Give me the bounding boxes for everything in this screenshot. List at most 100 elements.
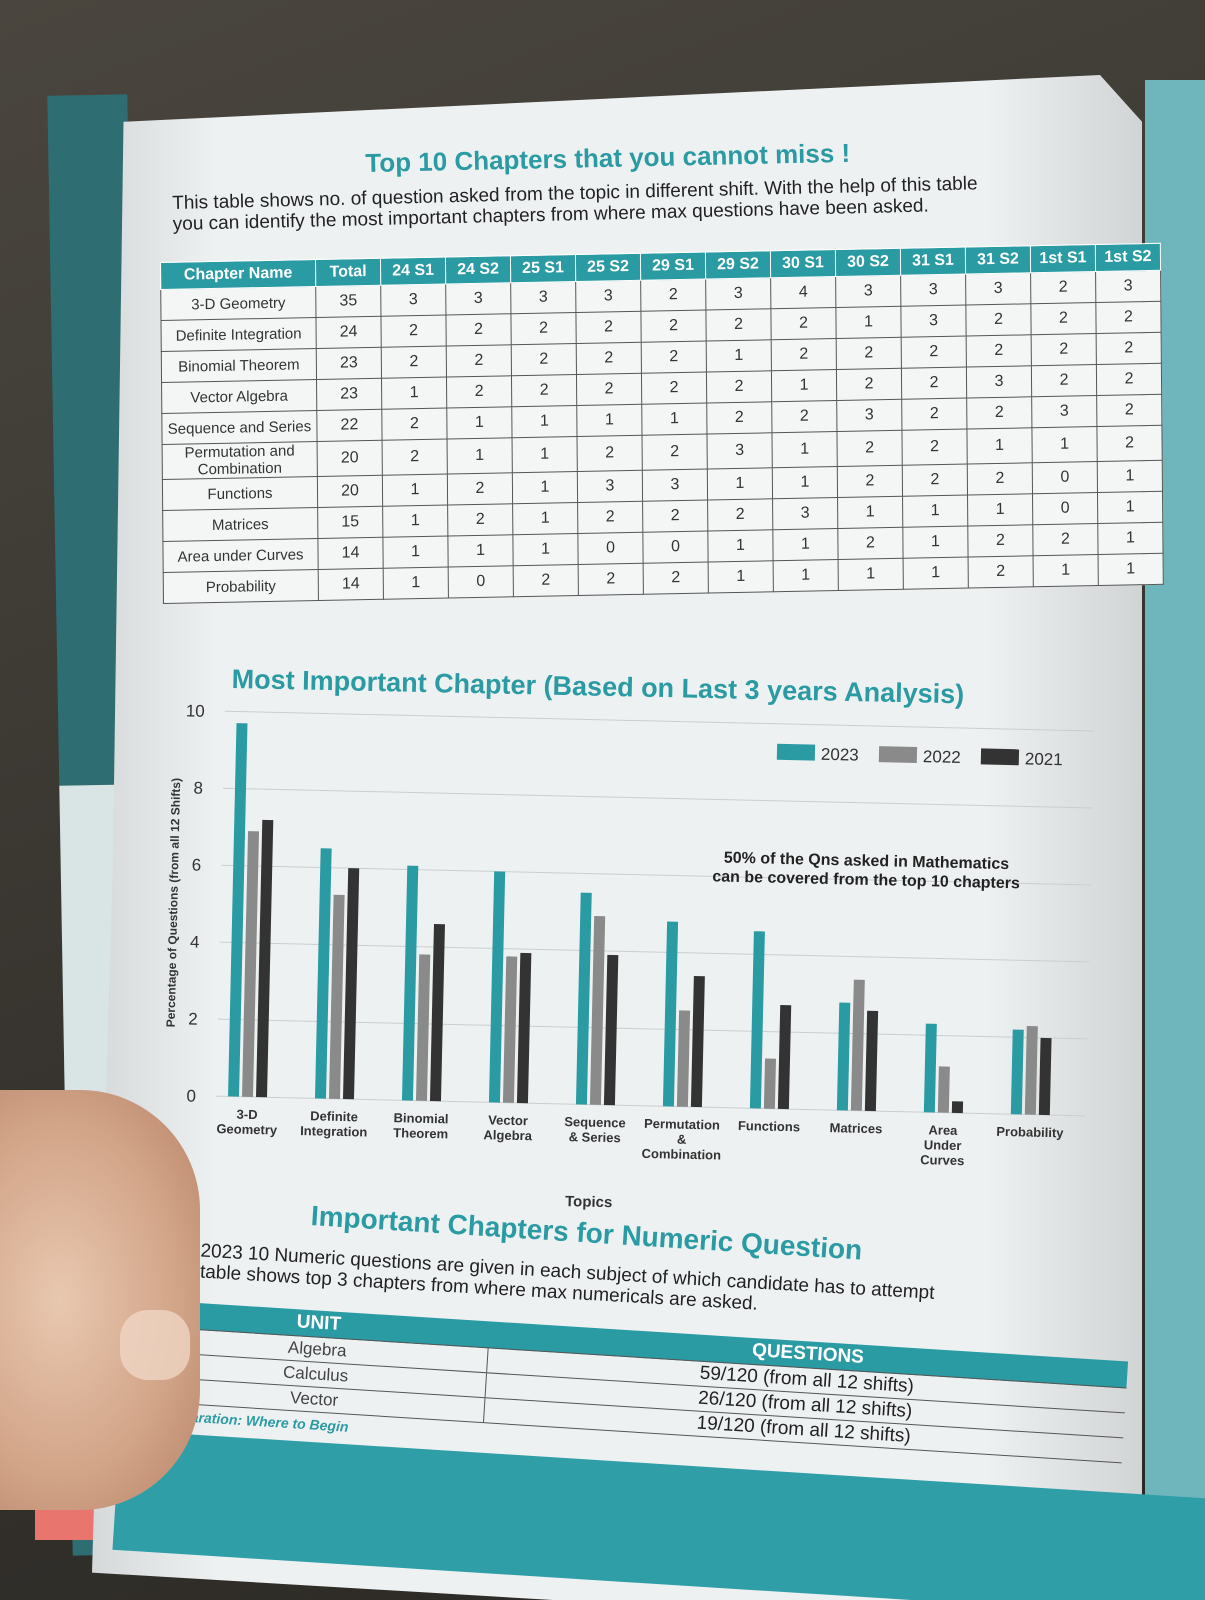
count-cell: 1 (966, 427, 1033, 465)
bar-2023-4 (575, 892, 592, 1105)
chapter-name-cell: Area under Curves (162, 538, 319, 573)
count-cell: 1 (773, 559, 839, 592)
count-cell: 0 (448, 565, 514, 599)
count-cell: 2 (1030, 271, 1096, 304)
count-cell: 2 (447, 503, 513, 537)
count-cell: 2 (1096, 425, 1163, 462)
count-cell: 20 (317, 475, 383, 508)
count-cell: 3 (1095, 270, 1161, 303)
bar-2022-4 (589, 916, 606, 1105)
bar-2021-8 (951, 1101, 964, 1114)
y-tick-label: 6 (192, 856, 202, 875)
count-cell: 1 (902, 526, 969, 559)
count-cell: 0 (642, 531, 709, 564)
count-cell: 2 (511, 343, 577, 376)
count-cell: 2 (576, 373, 642, 406)
column-header: 24 S1 (380, 257, 446, 286)
count-cell: 2 (447, 472, 513, 506)
bar-2021-0 (256, 819, 274, 1098)
count-cell: 2 (967, 462, 1033, 496)
bar-2023-8 (923, 1023, 937, 1113)
y-axis-label: Percentage of Questions (from all 12 Shi… (164, 778, 184, 1028)
column-header: 25 S1 (510, 254, 576, 283)
count-cell: 1 (837, 496, 903, 529)
count-cell: 2 (446, 344, 512, 378)
count-cell: 3 (510, 281, 576, 314)
count-cell: 2 (966, 334, 1032, 368)
x-tick-label: Binomial (393, 1110, 448, 1126)
count-cell: 1 (382, 505, 448, 538)
count-cell: 3 (1031, 395, 1097, 428)
count-cell: 3 (835, 275, 901, 308)
count-cell: 4 (770, 276, 836, 309)
count-cell: 2 (445, 313, 512, 347)
count-cell: 2 (381, 346, 447, 379)
count-cell: 2 (642, 434, 708, 471)
column-header: 24 S2 (445, 255, 511, 285)
count-cell: 2 (577, 435, 643, 472)
x-tick-label: Area (928, 1122, 958, 1138)
bar-2023-1 (314, 848, 332, 1099)
bar-2022-6 (763, 1058, 777, 1109)
numeric-table: UNIT QUESTIONS Algebra 59/120 (from all 1… (143, 1300, 1129, 1464)
count-cell: 3 (445, 282, 511, 316)
bar-2021-3 (516, 952, 532, 1104)
count-cell: 24 (315, 316, 382, 349)
count-cell: 3 (772, 497, 838, 530)
column-header: Total (315, 258, 381, 287)
count-cell: 1 (512, 502, 578, 535)
count-cell: 1 (383, 567, 449, 600)
page-intro: This table shows no. of question asked f… (172, 170, 1133, 235)
thumbnail-highlight (120, 1310, 190, 1380)
column-header: 31 S1 (900, 247, 966, 276)
count-cell: 1 (1097, 522, 1164, 555)
bar-2023-6 (749, 931, 765, 1109)
column-header: 29 S2 (705, 250, 771, 280)
count-cell: 2 (837, 465, 903, 498)
bar-2022-1 (328, 894, 345, 1099)
count-cell: 2 (705, 308, 772, 342)
bar-2023-0 (228, 723, 248, 1097)
x-tick-label: Sequence (564, 1114, 626, 1130)
count-cell: 0 (577, 532, 644, 565)
count-cell: 2 (575, 311, 642, 344)
count-cell: 2 (901, 429, 968, 466)
x-tick-label: & Series (569, 1129, 621, 1145)
count-cell: 2 (641, 341, 707, 374)
count-cell: 1 (838, 558, 904, 591)
x-tick-label: Matrices (829, 1120, 882, 1136)
count-cell: 1 (902, 495, 968, 528)
count-cell: 1 (707, 467, 773, 501)
count-cell: 2 (771, 400, 837, 433)
count-cell: 15 (317, 506, 383, 539)
column-header: 1st S2 (1095, 243, 1161, 272)
count-cell: 35 (315, 285, 381, 318)
count-cell: 2 (967, 524, 1034, 558)
count-cell: 2 (836, 368, 902, 401)
count-cell: 2 (382, 439, 448, 476)
bar-2021-1 (342, 868, 360, 1100)
count-cell: 1 (382, 474, 448, 507)
count-cell: 2 (643, 562, 709, 595)
legend-swatch-2022 (878, 746, 918, 763)
gridline (216, 1095, 1086, 1117)
count-cell: 2 (577, 501, 643, 534)
count-cell: 1 (1098, 553, 1164, 586)
chapter-name-cell: Vector Algebra (161, 379, 317, 414)
count-cell: 3 (966, 365, 1032, 399)
count-cell: 1 (512, 471, 578, 504)
chapter-name-cell: 3-D Geometry (160, 286, 316, 321)
count-cell: 1 (1031, 426, 1098, 463)
count-cell: 14 (317, 537, 384, 570)
legend-label: 2023 (821, 745, 859, 765)
count-cell: 3 (380, 284, 446, 317)
bar-2022-9 (1024, 1025, 1038, 1115)
x-tick-label: Vector (488, 1112, 528, 1128)
count-cell: 2 (836, 430, 903, 467)
legend-label: 2022 (923, 747, 961, 767)
bar-2022-8 (937, 1066, 950, 1113)
count-cell: 1 (706, 339, 772, 373)
y-tick-label: 8 (193, 779, 203, 798)
count-cell: 1 (382, 536, 449, 569)
